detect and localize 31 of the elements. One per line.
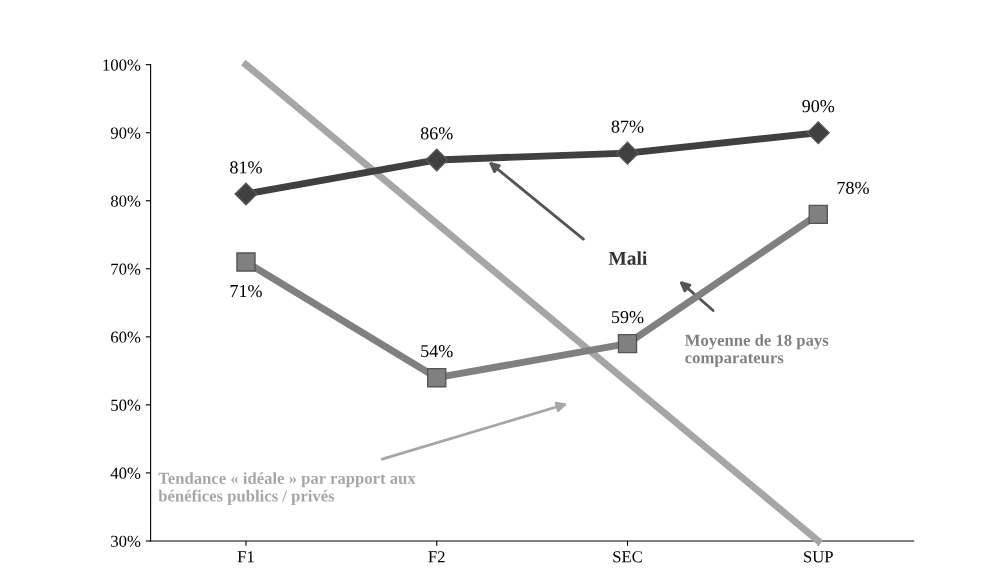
y-tick-label: 60% — [111, 331, 141, 343]
y-tick-label: 40% — [110, 467, 141, 479]
point — [425, 148, 449, 172]
text: Mali — [608, 251, 648, 265]
y-tick-label: 100% — [103, 59, 141, 71]
y-tick-label: 30% — [111, 535, 141, 547]
x-tick-label: SUP — [804, 551, 833, 563]
data-label: 59% — [612, 310, 644, 324]
data-label: 71% — [230, 284, 262, 298]
x-tick-label: F1 — [237, 551, 254, 563]
data-label: 86% — [420, 127, 453, 140]
point — [617, 333, 638, 354]
point — [236, 252, 256, 272]
point — [808, 204, 828, 225]
point — [234, 182, 258, 206]
point — [427, 367, 447, 388]
text: Tendance « idéale » par rapport aux bénéfices publics / privés — [158, 472, 416, 505]
y-tick-label: 80% — [110, 195, 141, 207]
point — [806, 121, 830, 145]
x-tick-label: F2 — [428, 551, 445, 563]
data-label: 78% — [837, 181, 869, 194]
data-label: 81% — [230, 161, 262, 174]
series-label: Moyenne de 18 pays comparateurs — [685, 334, 829, 367]
data-label: 90% — [802, 100, 835, 113]
data-label: 54% — [421, 345, 453, 358]
x-tick-label: SEC — [613, 551, 642, 563]
y-tick-label: 70% — [111, 263, 141, 275]
point — [616, 141, 639, 165]
data-label: 87% — [611, 120, 644, 133]
y-tick-label: 50% — [111, 399, 141, 411]
y-tick-label: 90% — [110, 127, 141, 139]
